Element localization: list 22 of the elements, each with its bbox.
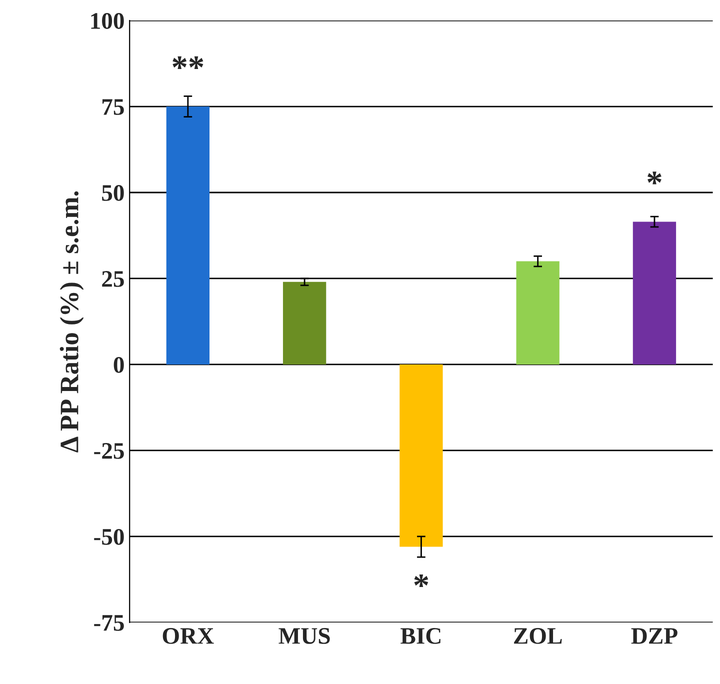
annotation: **: [172, 56, 204, 69]
y-tick-label: -50: [94, 528, 124, 545]
bar: [282, 282, 326, 364]
x-tick-label: BIC: [400, 628, 440, 644]
y-tick-label: 0: [114, 356, 124, 373]
y-tick-label: -75: [94, 615, 124, 631]
x-tick-label: DZP: [631, 628, 678, 644]
bar: [400, 364, 443, 547]
y-axis-title: Δ PP Ratio (%) ± s.e.m.: [60, 191, 84, 452]
y-tick-label: 75: [102, 99, 124, 115]
y-tick-label: 100: [91, 13, 124, 29]
bar: [516, 261, 560, 364]
x-tick-label: ORX: [162, 628, 214, 644]
y-tick-label: -25: [94, 443, 124, 459]
bar: [632, 222, 676, 364]
annotation: *: [414, 574, 428, 588]
y-tick-label: 50: [102, 184, 124, 201]
x-tick-label: ZOL: [514, 628, 562, 644]
bar: [166, 106, 210, 364]
y-tick-label: 25: [102, 271, 124, 287]
annotation: *: [648, 172, 662, 184]
x-tick-label: MUS: [278, 628, 330, 644]
